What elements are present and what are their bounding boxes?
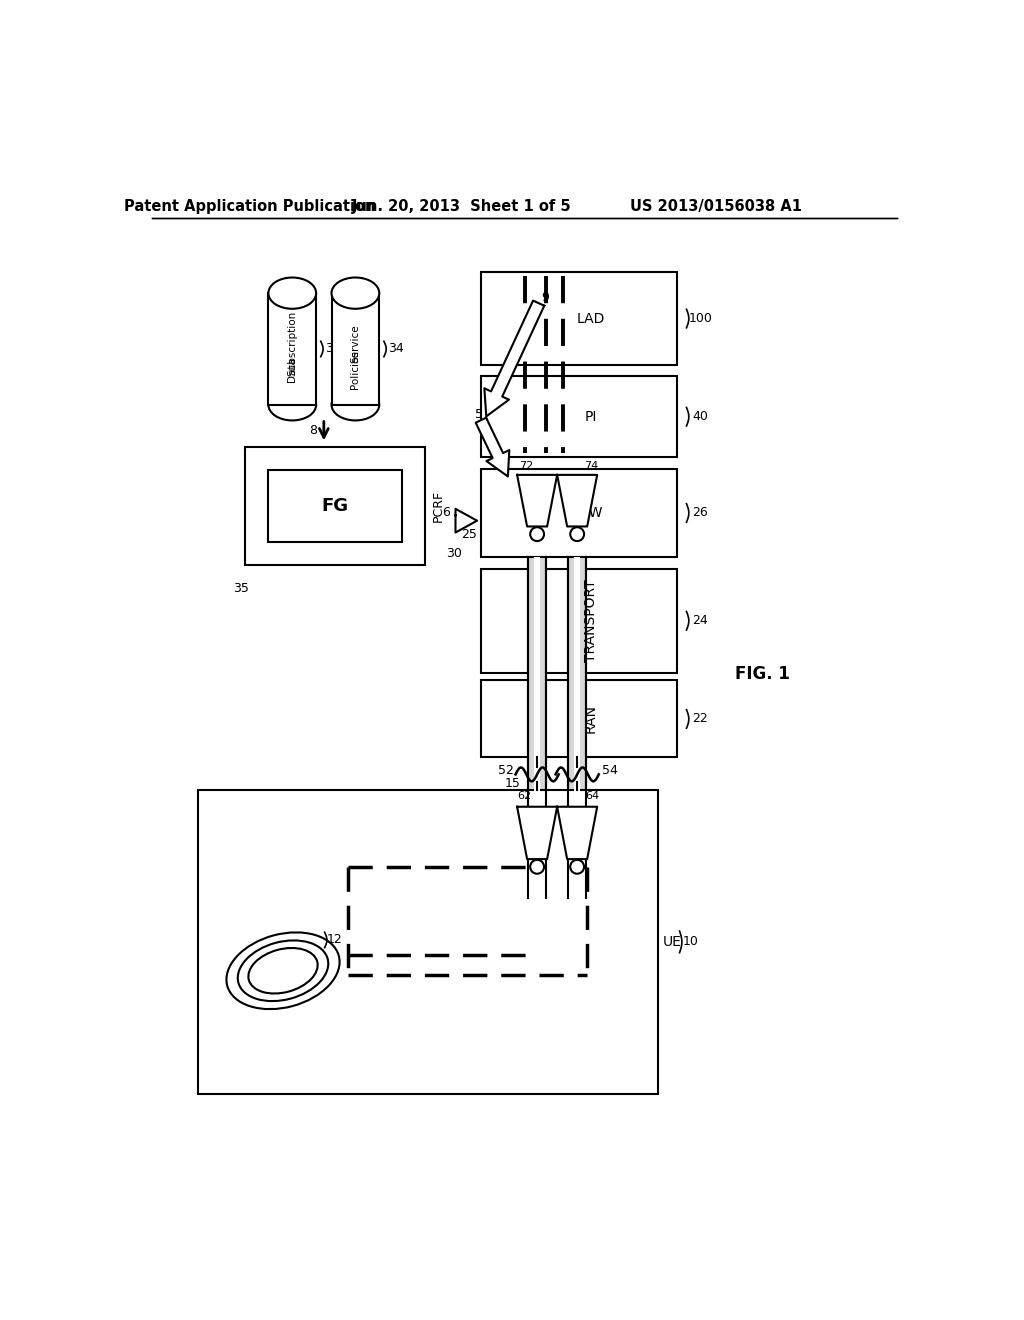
Text: FG: FG bbox=[322, 498, 348, 515]
Text: 40: 40 bbox=[692, 411, 709, 424]
Ellipse shape bbox=[238, 940, 329, 1001]
Text: LAD: LAD bbox=[577, 312, 605, 326]
Text: RAN: RAN bbox=[584, 705, 598, 734]
Text: UE: UE bbox=[663, 935, 681, 949]
Text: Subscription: Subscription bbox=[288, 310, 297, 376]
Text: Data: Data bbox=[288, 356, 297, 381]
Text: 10: 10 bbox=[682, 936, 698, 948]
Text: Patent Application Publication: Patent Application Publication bbox=[124, 198, 376, 214]
Text: GW: GW bbox=[579, 506, 603, 520]
Polygon shape bbox=[484, 301, 544, 416]
Text: 54: 54 bbox=[601, 764, 617, 777]
Text: 25: 25 bbox=[462, 528, 477, 541]
Text: Policies: Policies bbox=[350, 350, 360, 388]
Text: FIG. 1: FIG. 1 bbox=[734, 665, 790, 684]
Text: 8: 8 bbox=[309, 425, 317, 437]
FancyBboxPatch shape bbox=[481, 569, 677, 673]
Text: 30: 30 bbox=[446, 546, 462, 560]
Text: 52: 52 bbox=[499, 764, 514, 777]
Text: 12: 12 bbox=[327, 933, 342, 946]
Circle shape bbox=[570, 859, 584, 874]
Text: 62: 62 bbox=[518, 791, 531, 801]
Polygon shape bbox=[517, 475, 557, 527]
Text: Service: Service bbox=[350, 325, 360, 363]
Circle shape bbox=[530, 859, 544, 874]
Polygon shape bbox=[557, 807, 597, 859]
Text: Jun. 20, 2013  Sheet 1 of 5: Jun. 20, 2013 Sheet 1 of 5 bbox=[352, 198, 571, 214]
Text: PCRF: PCRF bbox=[432, 490, 445, 523]
Text: TRANSPORT: TRANSPORT bbox=[584, 579, 598, 663]
FancyBboxPatch shape bbox=[481, 272, 677, 364]
Polygon shape bbox=[557, 475, 597, 527]
Text: 100: 100 bbox=[688, 312, 713, 325]
FancyBboxPatch shape bbox=[199, 789, 658, 1094]
Text: 15: 15 bbox=[505, 777, 520, 791]
Circle shape bbox=[530, 527, 544, 541]
Text: Client/Peer: Client/Peer bbox=[251, 962, 312, 972]
Text: 24: 24 bbox=[692, 614, 709, 627]
Polygon shape bbox=[476, 417, 509, 477]
Text: 6: 6 bbox=[442, 507, 451, 520]
Text: US 2013/0156038 A1: US 2013/0156038 A1 bbox=[630, 198, 802, 214]
Text: PI: PI bbox=[585, 409, 597, 424]
Text: 64: 64 bbox=[586, 791, 600, 801]
Polygon shape bbox=[456, 508, 477, 532]
Ellipse shape bbox=[332, 389, 379, 421]
FancyBboxPatch shape bbox=[574, 557, 581, 898]
Text: 72: 72 bbox=[519, 461, 534, 471]
FancyBboxPatch shape bbox=[268, 293, 316, 405]
Text: 26: 26 bbox=[692, 507, 709, 520]
Text: 9: 9 bbox=[541, 290, 549, 304]
Polygon shape bbox=[517, 807, 557, 859]
Ellipse shape bbox=[332, 277, 379, 309]
FancyBboxPatch shape bbox=[267, 470, 401, 543]
Text: 74: 74 bbox=[584, 461, 598, 471]
Text: 35: 35 bbox=[232, 582, 249, 594]
Text: 5: 5 bbox=[475, 408, 483, 421]
FancyBboxPatch shape bbox=[568, 557, 587, 898]
Ellipse shape bbox=[268, 277, 316, 309]
Text: Application: Application bbox=[250, 977, 312, 986]
Ellipse shape bbox=[249, 948, 317, 994]
Ellipse shape bbox=[268, 389, 316, 421]
FancyBboxPatch shape bbox=[481, 681, 677, 758]
FancyBboxPatch shape bbox=[535, 557, 541, 898]
FancyBboxPatch shape bbox=[245, 447, 425, 565]
Circle shape bbox=[570, 527, 584, 541]
Ellipse shape bbox=[226, 932, 340, 1008]
Text: 22: 22 bbox=[692, 713, 709, 726]
FancyBboxPatch shape bbox=[528, 557, 547, 898]
Text: 34: 34 bbox=[388, 342, 404, 355]
Text: 32: 32 bbox=[326, 342, 341, 355]
FancyBboxPatch shape bbox=[332, 293, 379, 405]
FancyBboxPatch shape bbox=[481, 469, 677, 557]
FancyBboxPatch shape bbox=[481, 376, 677, 457]
